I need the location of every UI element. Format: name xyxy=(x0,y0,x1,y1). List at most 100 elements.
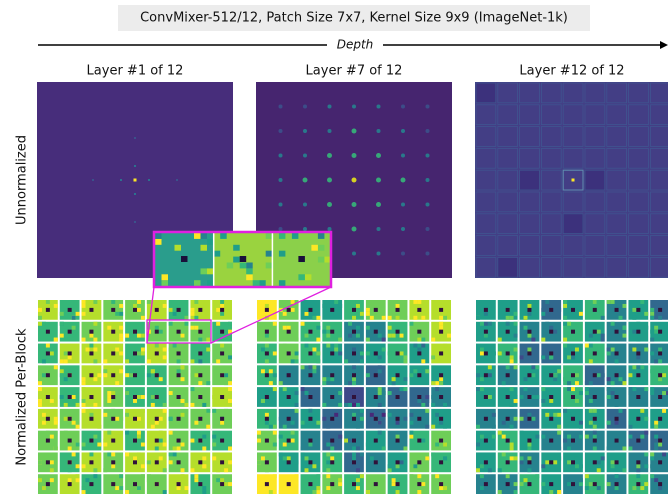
kernel-cell xyxy=(359,416,364,421)
kernel-cell xyxy=(640,300,645,304)
kernel-cell xyxy=(501,452,506,457)
kernel-cell xyxy=(622,303,627,308)
kernel-cell xyxy=(136,395,141,399)
kernel-cell xyxy=(628,387,633,392)
kernel-cell xyxy=(584,343,589,348)
kernel-cell xyxy=(125,490,130,494)
block-outline xyxy=(606,82,627,104)
kernel-cell xyxy=(523,478,528,483)
kernel-cell xyxy=(574,381,579,386)
kernel-cell xyxy=(168,452,173,457)
kernel-cell xyxy=(89,452,94,457)
kernel-cell xyxy=(501,381,506,386)
kernel-cell xyxy=(359,311,364,316)
kernel-cell xyxy=(395,420,400,425)
kernel-center xyxy=(614,438,619,443)
kernel-cell xyxy=(133,398,137,403)
kernel-center xyxy=(89,373,94,378)
kernel-cell xyxy=(282,343,287,348)
kernel-cell xyxy=(614,474,619,479)
kernel-center xyxy=(352,460,356,465)
kernel-cell xyxy=(431,452,436,457)
block-outline xyxy=(562,213,584,235)
zoom-cell xyxy=(317,233,325,239)
kernel-cell xyxy=(632,329,637,334)
kernel-center xyxy=(308,460,313,465)
kernel-cell xyxy=(359,452,364,457)
kernel-cell xyxy=(53,446,58,451)
kernel-cell xyxy=(381,315,386,320)
kernel-center xyxy=(286,460,291,465)
kernel-cell xyxy=(81,442,86,447)
kernel-cell xyxy=(168,307,173,312)
kernel-cell xyxy=(228,329,232,334)
kernel-cell xyxy=(119,325,124,330)
kernel-cell xyxy=(282,373,287,378)
kernel-cell xyxy=(45,343,50,348)
kernel-cell xyxy=(403,377,408,382)
kernel-cell xyxy=(606,300,611,304)
zoom-source xyxy=(146,319,212,344)
zoom-cell xyxy=(194,233,201,239)
kernel-cell xyxy=(574,347,579,352)
kernel-cell xyxy=(190,307,195,312)
kernel-cell xyxy=(395,478,400,483)
kernel-cell xyxy=(650,387,655,392)
kernel-cell xyxy=(41,420,46,425)
kernel-cell xyxy=(395,315,400,320)
kernel-cell xyxy=(592,300,597,304)
kernel-cell xyxy=(413,369,418,374)
block-outline xyxy=(475,82,497,104)
kernel-cell xyxy=(369,315,374,320)
kernel-cell xyxy=(377,355,382,360)
kernel-center xyxy=(636,416,641,421)
kernel-center xyxy=(89,307,94,312)
kernel-cell xyxy=(505,365,510,370)
kernel-cell xyxy=(610,464,615,469)
kernel-center xyxy=(45,307,50,312)
kernel-cell xyxy=(377,387,382,392)
kernel-center xyxy=(571,460,575,465)
kernel-cell xyxy=(439,486,444,491)
block-outline xyxy=(562,191,584,213)
kernel-cell xyxy=(650,452,655,457)
kernel-cell xyxy=(352,412,356,417)
kernel-center xyxy=(439,351,444,356)
kernel-cell xyxy=(71,452,76,457)
zoom-cell xyxy=(200,268,207,275)
kernel-cell xyxy=(541,434,546,439)
kernel-cell xyxy=(111,464,116,469)
kernel-cell xyxy=(574,464,579,469)
kernel-spot xyxy=(351,202,357,207)
kernel-cell xyxy=(654,359,659,364)
kernel-cell xyxy=(38,315,42,320)
kernel-center xyxy=(67,438,72,443)
kernel-cell xyxy=(377,456,382,461)
kernel-cell xyxy=(535,474,540,479)
kernel-cell xyxy=(403,446,408,451)
kernel-cell xyxy=(162,468,167,473)
kernel-cell xyxy=(487,486,492,491)
kernel-cell xyxy=(146,300,151,304)
kernel-cell xyxy=(198,337,203,342)
kernel-cell xyxy=(355,446,360,451)
kernel-cell xyxy=(352,377,356,382)
kernel-cell xyxy=(592,430,597,435)
kernel-cell xyxy=(71,315,76,320)
kernel-cell xyxy=(154,420,159,425)
kernel-cell xyxy=(344,402,349,407)
kernel-cell xyxy=(93,434,98,439)
block-outline xyxy=(519,191,540,213)
kernel-cell xyxy=(322,416,327,421)
kernel-cell xyxy=(443,442,448,447)
kernel-spot xyxy=(148,179,150,181)
kernel-cell xyxy=(359,359,364,364)
kernel-cell xyxy=(41,373,46,378)
block-outline xyxy=(628,82,649,104)
kernel-center xyxy=(417,438,422,443)
kernel-center xyxy=(264,460,269,465)
kernel-center xyxy=(264,351,269,356)
kernel-center xyxy=(154,482,159,487)
kernel-cell xyxy=(172,446,177,451)
